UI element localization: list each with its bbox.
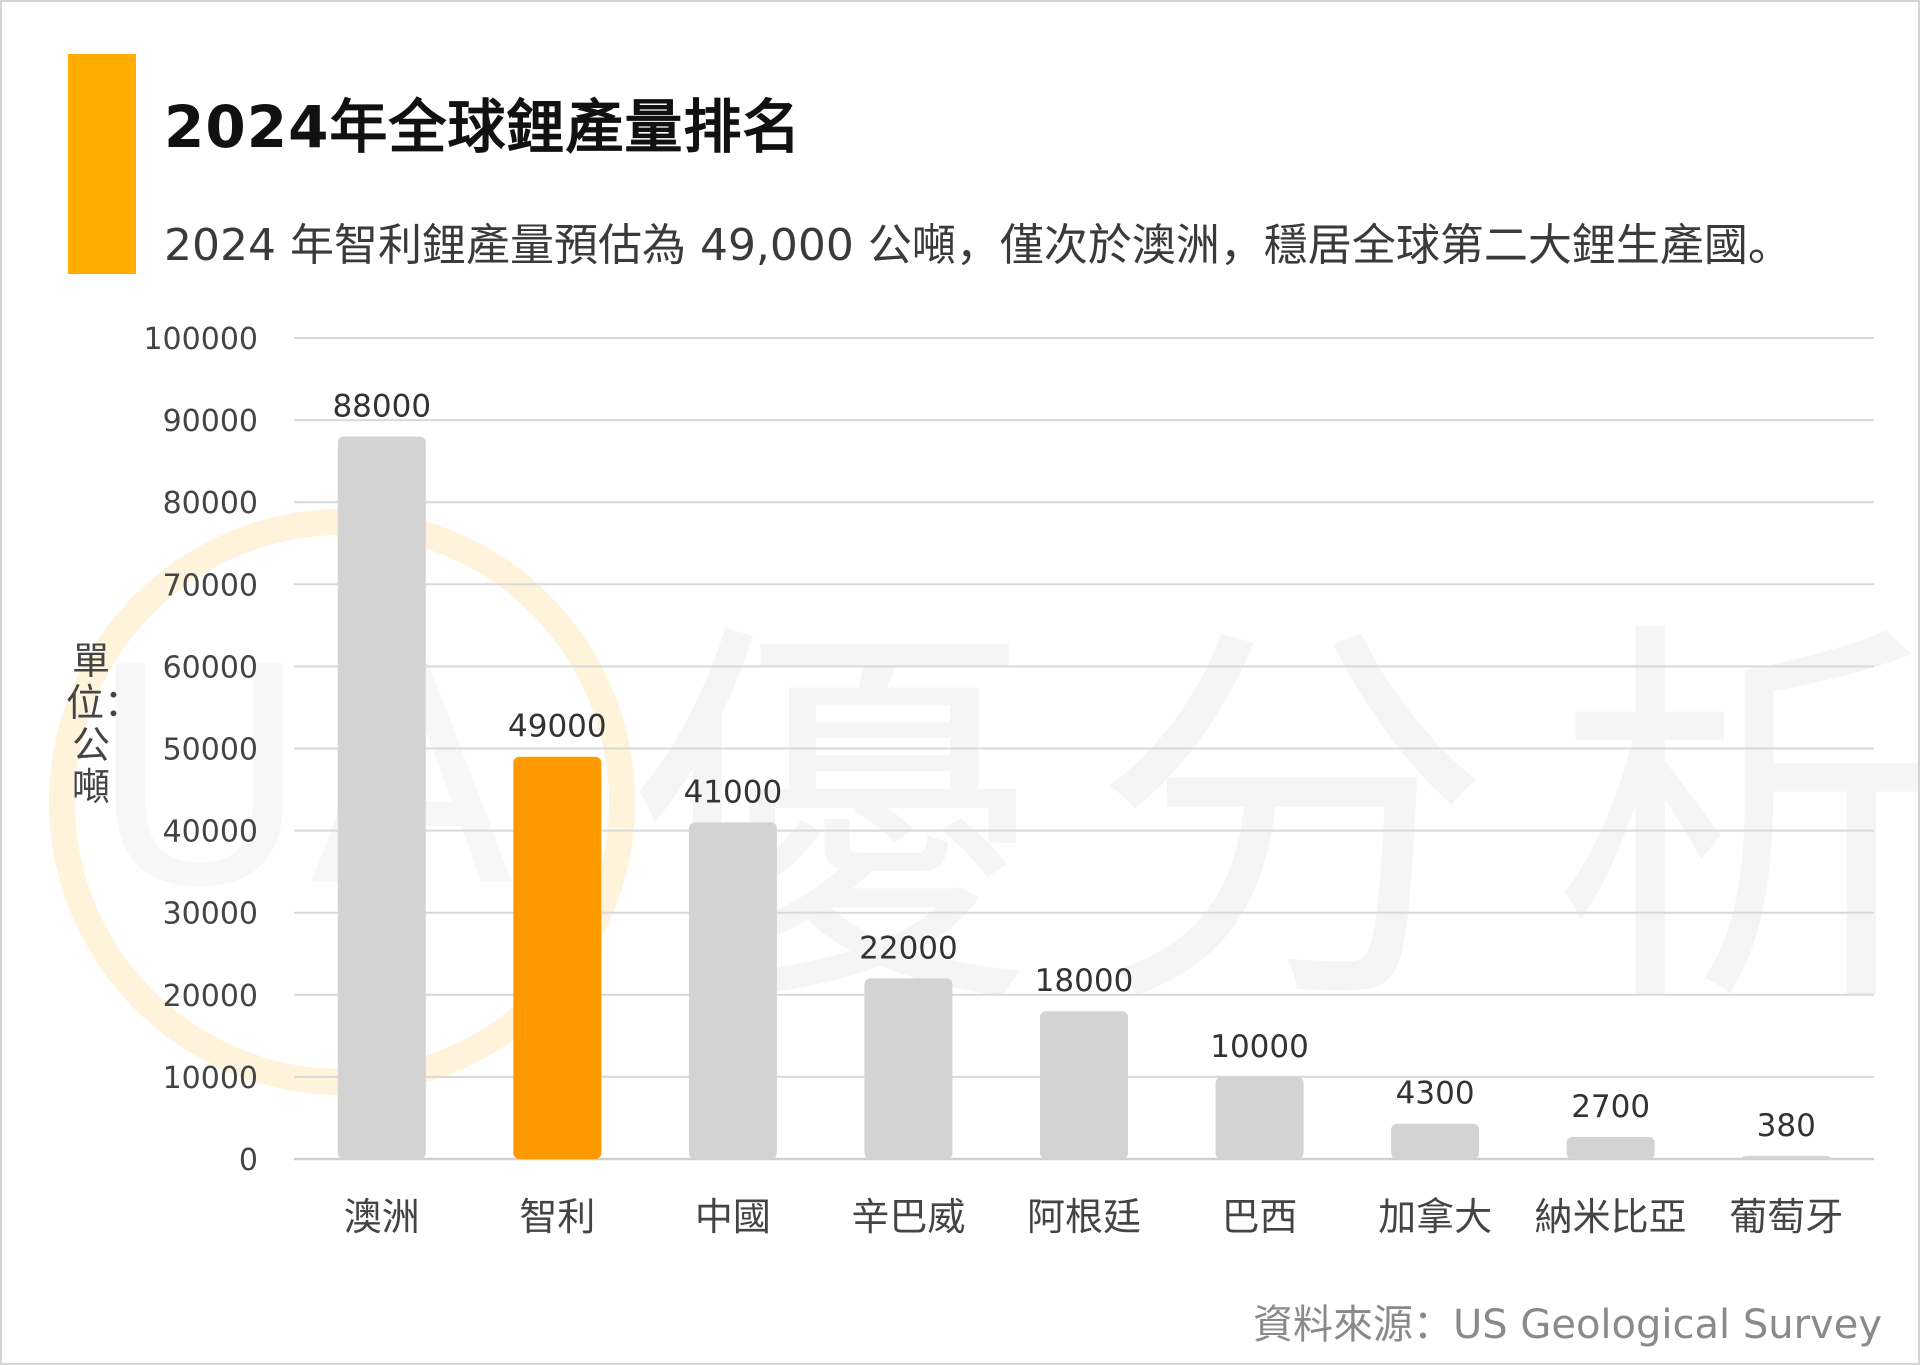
watermark-brand-text: 優分析 [632,592,1918,1057]
category-label: 中國 [695,1195,771,1239]
category-label: 巴西 [1222,1195,1298,1239]
source-note: 資料來源：US Geological Survey [1252,1302,1882,1348]
title-accent-bar [68,54,136,274]
data-label: 2700 [1571,1089,1650,1125]
bar-7 [1391,1123,1480,1159]
data-label: 41000 [684,774,783,810]
category-label: 辛巴威 [851,1195,965,1239]
y-tick-label: 50000 [163,733,258,768]
y-tick-label: 80000 [163,486,258,521]
category-label: 智利 [519,1195,595,1239]
chart-title: 2024年全球鋰產量排名 [164,93,802,161]
x-axis-categories: 澳洲 智利 中國 辛巴威 阿根廷 巴西 加拿大 納米比亞 葡萄牙 [344,1195,1843,1239]
y-tick-label: 30000 [163,897,258,932]
y-tick-label: 70000 [163,568,258,603]
y-tick-label: 0 [239,1143,258,1178]
bar-6 [1215,1076,1304,1159]
y-axis-label: 單位：公噸 [66,639,143,809]
y-tick-label: 90000 [163,404,258,439]
bars [337,436,1831,1159]
data-label: 88000 [332,389,431,425]
category-label: 加拿大 [1378,1195,1492,1239]
data-labels: 88000 49000 41000 22000 18000 10000 4300 2700 38… [332,389,1815,1144]
bar-2 [513,756,602,1159]
data-label: 380 [1757,1108,1816,1144]
bar-4 [864,978,953,1159]
data-label: 18000 [1035,963,1134,999]
category-label: 澳洲 [344,1195,420,1239]
data-label: 4300 [1396,1076,1475,1112]
bar-5 [1040,1011,1128,1159]
bar-8 [1566,1136,1655,1159]
bar-9 [1742,1155,1831,1159]
data-label: 10000 [1210,1029,1309,1065]
y-tick-label: 40000 [163,815,258,850]
bar-1 [337,436,426,1159]
chart-subtitle: 2024 年智利鋰產量預估為 49,000 公噸，僅次於澳洲，穩居全球第二大鋰生… [164,220,1792,271]
y-tick-label: 20000 [163,979,258,1014]
data-label: 49000 [508,709,607,745]
data-label: 22000 [859,930,958,966]
y-tick-label: 100000 [143,322,258,357]
watermark-logo-text: UA [90,604,516,953]
y-tick-label: 10000 [163,1061,258,1096]
y-tick-label: 60000 [163,650,258,685]
bar-3 [688,822,777,1159]
category-label: 納米比亞 [1535,1195,1687,1239]
category-label: 葡萄牙 [1729,1195,1843,1239]
category-label: 阿根廷 [1027,1195,1141,1239]
y-axis-ticks: 0 10000 20000 30000 40000 50000 60000 70000 8000… [143,322,258,1178]
